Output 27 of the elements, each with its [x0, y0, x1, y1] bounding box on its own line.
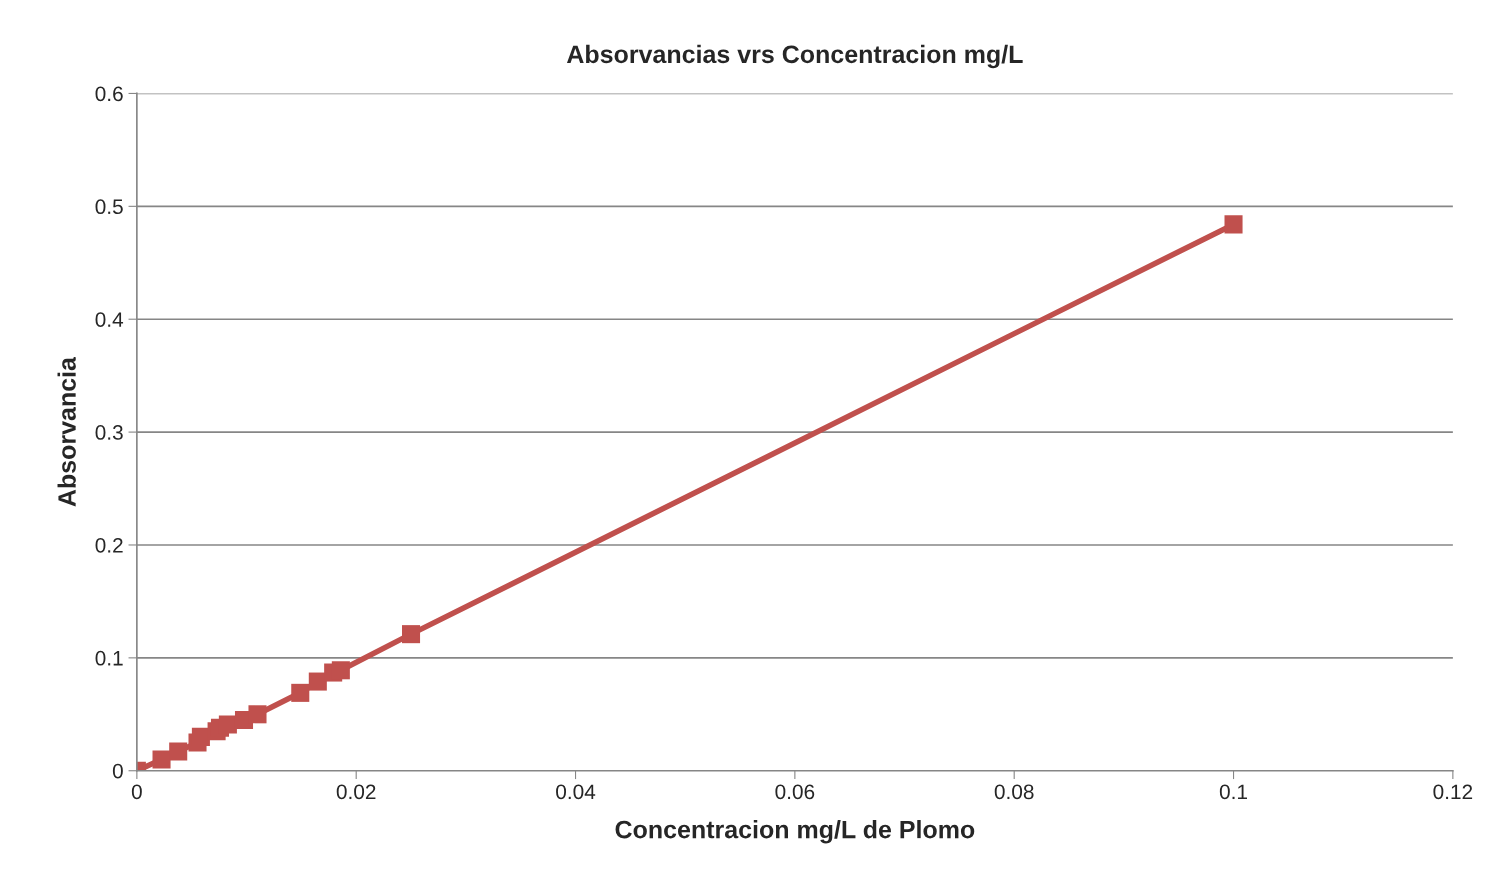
- point: [169, 742, 188, 761]
- x-tick-label: 0.02: [336, 784, 376, 800]
- point: [218, 715, 237, 734]
- point: [308, 672, 327, 691]
- y-tick-label: 0.3: [95, 425, 123, 440]
- x-axis-title: Concentracion mg/L de Plomo: [615, 820, 975, 844]
- point: [291, 683, 310, 702]
- x-tick-label: 0.12: [1433, 784, 1473, 800]
- point: [191, 727, 210, 746]
- point: [402, 625, 421, 644]
- y-tick-label: 0.5: [95, 199, 123, 215]
- y-tick-label: 0.4: [95, 312, 124, 327]
- x-tick-label: 0: [131, 784, 142, 800]
- y-axis-title: Absorvancia: [57, 356, 76, 507]
- x-tick-label: 0.1: [1219, 784, 1247, 800]
- point: [248, 705, 267, 724]
- point: [1224, 215, 1243, 234]
- y-tick-label: 0.1: [95, 650, 123, 666]
- y-tick-label: 0: [112, 763, 123, 779]
- y-tick-label: 0.6: [95, 86, 123, 102]
- point: [331, 661, 350, 680]
- point: [152, 750, 171, 769]
- x-tick-label: 0.06: [775, 784, 815, 800]
- chart-title: Absorvancias vrs Concentracion mg/L: [566, 44, 1023, 69]
- y-tick-label: 0.2: [95, 537, 123, 553]
- x-tick-label: 0.04: [556, 784, 596, 800]
- x-tick-label: 0.08: [994, 784, 1034, 800]
